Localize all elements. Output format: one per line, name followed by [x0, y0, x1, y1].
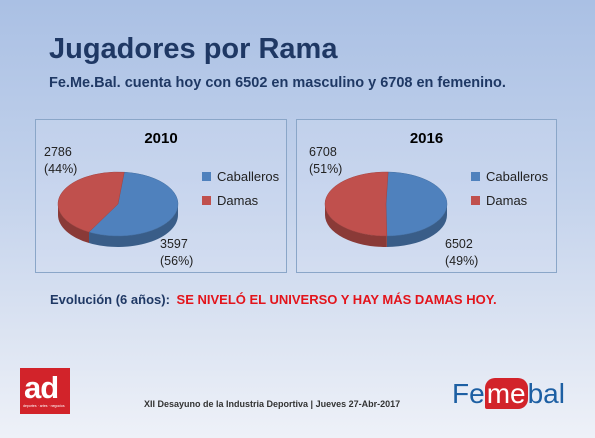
- legend-swatch-caballeros: [471, 171, 480, 181]
- femebal-logo-part: me: [484, 378, 528, 409]
- evolution-label: Evolución (6 años):: [50, 292, 170, 307]
- data-label-percent: (44%): [44, 162, 78, 176]
- femebal-logo-part: Fe: [452, 378, 485, 409]
- ad-logo: ad deportes · artes · negocios: [20, 368, 70, 414]
- data-label-percent: (49%): [445, 254, 479, 268]
- data-label-value: 6502: [445, 237, 473, 251]
- pie-chart-2016: [324, 171, 448, 247]
- legend-item-caballeros: Caballeros: [202, 164, 279, 188]
- legend-label: Damas: [217, 192, 259, 208]
- legend-label: Caballeros: [217, 168, 280, 184]
- pie-side-caballeros: [89, 204, 178, 247]
- evolution-statement: Evolución (6 años): SE NIVELÓ EL UNIVERS…: [50, 292, 497, 307]
- data-label-damas: 2786 (44%): [44, 144, 77, 178]
- legend-item-damas: Damas: [202, 188, 279, 212]
- data-label-caballeros: 3597 (56%): [160, 236, 193, 270]
- pie-slice-caballeros: [385, 171, 448, 237]
- pie-side-damas: [58, 204, 90, 244]
- data-label-value: 6708: [309, 145, 337, 159]
- pie-chart-2010: [57, 171, 179, 247]
- slide-subtitle: Fe.Me.Bal. cuenta hoy con 6502 en mascul…: [49, 75, 506, 91]
- legend-swatch-damas: [202, 195, 211, 205]
- legend-item-damas: Damas: [471, 188, 548, 212]
- pie-side-damas: [325, 204, 387, 247]
- data-label-percent: (56%): [160, 254, 194, 268]
- data-label-value: 2786: [44, 145, 72, 159]
- legend-label: Damas: [486, 192, 528, 208]
- legend-item-caballeros: Caballeros: [471, 164, 548, 188]
- legend: Caballeros Damas: [471, 164, 548, 212]
- pie-side-caballeros: [386, 204, 447, 247]
- chart-title: 2010: [144, 130, 178, 147]
- footer-text: XII Desayuno de la Industria Deportiva |…: [144, 399, 401, 409]
- data-label-value: 3597: [160, 237, 188, 251]
- femebal-logo-part: bal: [527, 378, 565, 409]
- data-label-caballeros: 6502 (49%): [445, 236, 478, 270]
- chart-panel-2010: 2010 2786 (44%) 3597 (56%) Caballeros Da…: [35, 119, 287, 273]
- data-label-damas: 6708 (51%): [309, 144, 342, 178]
- evolution-text: SE NIVELÓ EL UNIVERSO Y HAY MÁS DAMAS HO…: [176, 292, 497, 307]
- femebal-logo: Femebal: [452, 378, 565, 422]
- legend-label: Caballeros: [486, 168, 549, 184]
- pie-slice-damas: [57, 171, 125, 233]
- chart-title: 2016: [409, 130, 444, 147]
- slide-title: Jugadores por Rama: [49, 33, 338, 65]
- legend-swatch-caballeros: [202, 171, 211, 181]
- chart-panel-2016: 2016 6708 (51%) 6502 (49%) Caballeros Da…: [296, 119, 557, 273]
- pie-slice-damas: [324, 171, 389, 237]
- ad-logo-text: ad: [24, 370, 59, 405]
- legend: Caballeros Damas: [202, 164, 279, 212]
- legend-swatch-damas: [471, 195, 480, 205]
- pie-slice-caballeros: [88, 171, 179, 237]
- data-label-percent: (51%): [309, 162, 343, 176]
- ad-logo-tagline: deportes · artes · negocios: [23, 404, 65, 408]
